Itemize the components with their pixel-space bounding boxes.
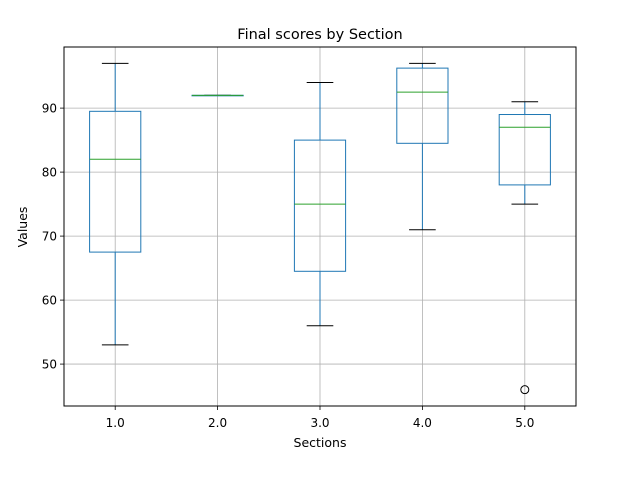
plot-area: 1.0 2.0 3.0 4.0 5.0 50 60 70 80 90	[42, 46, 577, 430]
iqr-box	[293, 139, 347, 272]
y-tick-label: 80	[42, 166, 57, 180]
y-tick-label: 90	[42, 102, 57, 116]
iqr-box	[498, 114, 551, 186]
x-axis-label: Sections	[294, 435, 347, 450]
outlier-point	[520, 385, 530, 395]
y-tick-label: 60	[42, 294, 57, 308]
x-tick-label: 2.0	[208, 416, 227, 430]
x-tick-label: 1.0	[106, 416, 125, 430]
x-tick-label: 5.0	[515, 416, 534, 430]
y-tick-label: 50	[42, 358, 57, 372]
x-tick-label: 3.0	[310, 416, 329, 430]
x-tick-label: 4.0	[413, 416, 432, 430]
y-tick-label: 70	[42, 230, 57, 244]
chart-title: Final scores by Section	[237, 27, 402, 43]
y-axis-label: Values	[15, 207, 30, 248]
iqr-box	[396, 67, 449, 144]
iqr-box	[89, 110, 142, 253]
